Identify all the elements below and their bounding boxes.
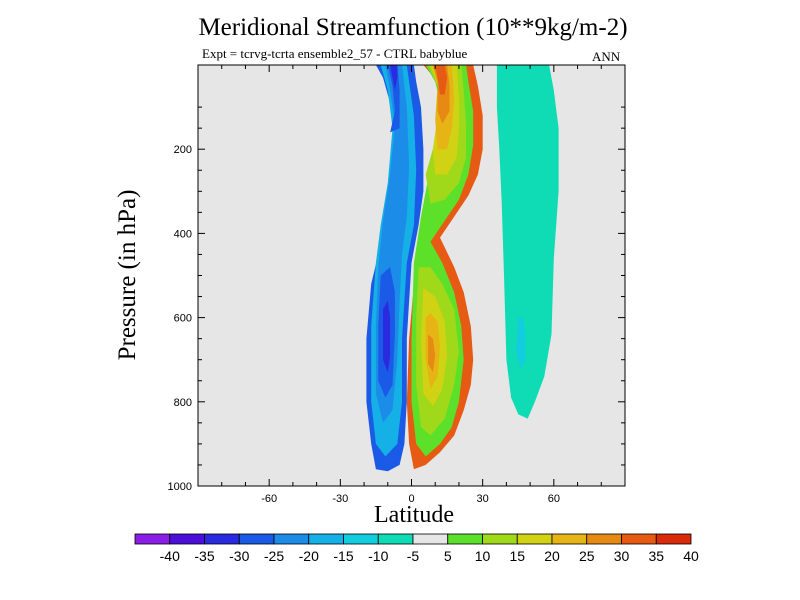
nh-ferrel-negative-cell bbox=[496, 65, 559, 419]
colorbar-label: 15 bbox=[509, 548, 525, 564]
colorbar-swatch bbox=[482, 533, 518, 545]
nh-lower-band-30 bbox=[428, 334, 436, 373]
colorbar-label: 20 bbox=[544, 548, 560, 564]
colorbar-label: -15 bbox=[333, 548, 353, 564]
colorbar-label: -30 bbox=[229, 548, 249, 564]
colorbar-swatch bbox=[412, 533, 449, 545]
colorbar-label: -40 bbox=[160, 548, 180, 564]
colorbar-swatch bbox=[447, 533, 483, 545]
colorbar-swatch bbox=[308, 533, 344, 545]
colorbar-swatch bbox=[621, 533, 657, 545]
nh-cell-band-35 bbox=[435, 65, 448, 95]
colorbar-swatch bbox=[204, 533, 240, 545]
sh-upper-band-35 bbox=[390, 65, 398, 91]
colorbar-swatch bbox=[586, 533, 622, 545]
colorbar-swatch bbox=[273, 533, 310, 545]
x-tick-label: -30 bbox=[332, 493, 348, 505]
sh-cell-band-30 bbox=[387, 65, 400, 133]
colorbar-swatch bbox=[343, 533, 379, 545]
chart-title: Meridional Streamfunction (10**9kg/m-2) bbox=[198, 14, 628, 41]
y-tick-label: 600 bbox=[174, 313, 192, 325]
colorbar-swatch bbox=[238, 533, 275, 545]
sh-lower-positive-cell bbox=[304, 216, 350, 402]
colorbar-label: 30 bbox=[614, 548, 630, 564]
x-tick-label: 0 bbox=[408, 493, 414, 505]
sh-upper-positive-tongue bbox=[257, 65, 296, 175]
colorbar-label: -25 bbox=[264, 548, 284, 564]
sh-lower-band-35 bbox=[383, 300, 391, 373]
colorbar-swatch bbox=[377, 533, 414, 545]
x-axis-label: Latitude bbox=[374, 502, 454, 528]
colorbar-label: 25 bbox=[579, 548, 595, 564]
colorbar-label: 5 bbox=[444, 548, 452, 564]
colorbar-label: -10 bbox=[368, 548, 388, 564]
y-tick-label: 800 bbox=[174, 397, 192, 409]
colorbar-label: 10 bbox=[475, 548, 491, 564]
colorbar-label: -5 bbox=[407, 548, 420, 564]
y-tick-label: 1000 bbox=[168, 481, 192, 493]
colorbar-swatch bbox=[655, 533, 692, 545]
chart-subtitle: Expt = tcrvg-tcrta ensemble2_57 - CTRL b… bbox=[202, 46, 468, 61]
x-tick-label: -60 bbox=[261, 493, 277, 505]
colorbar-label: 40 bbox=[683, 548, 699, 564]
colorbar-label: 35 bbox=[648, 548, 664, 564]
colorbar-swatch bbox=[134, 533, 171, 545]
nh-ferrel-band-10 bbox=[515, 317, 526, 369]
y-tick-label: 400 bbox=[174, 228, 192, 240]
season-label: ANN bbox=[592, 49, 621, 64]
colorbar-swatch bbox=[516, 533, 553, 545]
colorbar-swatch bbox=[551, 533, 588, 545]
y-tick-label: 200 bbox=[174, 144, 192, 156]
colorbar-swatch bbox=[169, 533, 205, 545]
colorbar-label: -35 bbox=[194, 548, 214, 564]
x-tick-label: 60 bbox=[548, 493, 560, 505]
x-tick-label: 30 bbox=[477, 493, 489, 505]
colorbar-label: -20 bbox=[299, 548, 319, 564]
